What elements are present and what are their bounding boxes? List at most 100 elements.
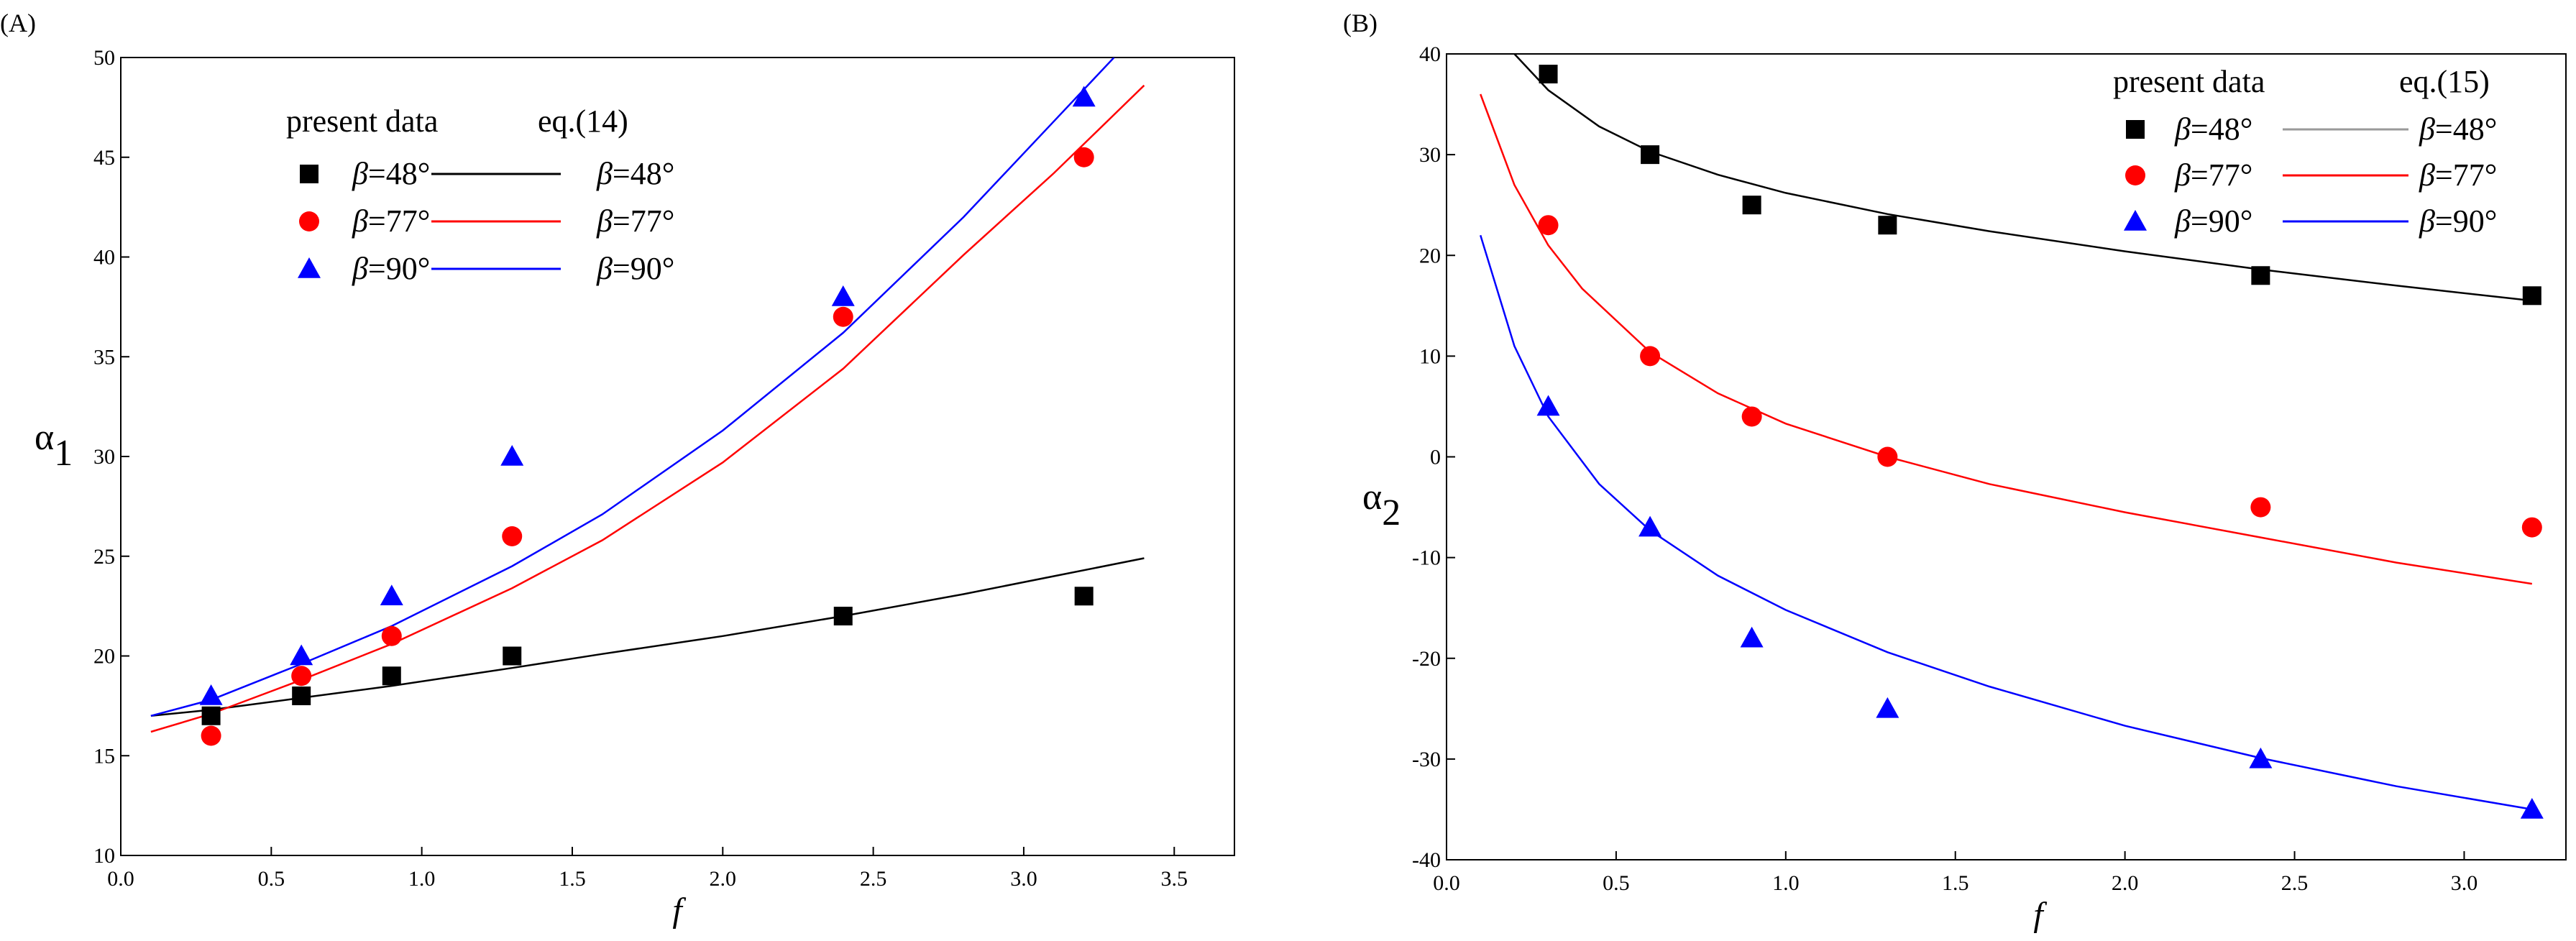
data-point-triangle [1536,395,1560,416]
data-point-square [2251,266,2270,285]
chart-b-panel-label: (B) [1343,9,1378,37]
data-point-square [503,646,522,666]
fit-curve-0 [150,557,1145,717]
chart-a-y-axis-subscript: 1 [54,433,73,474]
data-point-circle [1877,446,1898,467]
data-point-triangle [290,644,313,666]
data-point-square [1539,65,1558,84]
chart-b-y-tick-label: 0 [1430,446,1441,469]
chart-b-y-tick-label: 40 [1419,42,1441,66]
chart-a-plot-frame [120,57,1235,856]
chart-a-x-tick-labels: 0.0 0.5 1.0 1.5 2.0 2.5 3.0 3.5 [107,867,1188,891]
data-point-triangle [1740,626,1764,648]
data-point-circle [833,306,853,327]
chart-a-y-tick-labels: 10 15 20 25 30 35 40 45 50 [93,46,115,868]
chart-b-y-tick-label: -40 [1412,848,1441,872]
legend-marker-triangle [2124,210,2147,231]
chart-b-fit-curves [1480,54,2533,811]
chart-a: (A) 10 15 20 25 30 35 40 45 50 0.0 0.5 1… [0,9,1235,929]
chart-a-x-axis-label: f [672,891,686,929]
legend-marker-triangle [298,257,321,278]
fit-curve-1 [150,84,1145,733]
data-point-square [1878,216,1897,235]
data-point-circle [381,625,402,646]
chart-b-x-tick-label: 2.0 [2112,871,2139,895]
data-point-square [833,607,853,625]
chart-b-legend-label: β=90° [2174,203,2252,239]
data-point-circle [291,666,312,687]
data-point-circle [1741,406,1762,427]
chart-b-y-tick-label: -20 [1412,647,1441,671]
chart-a-legend-label: β=48° [596,156,674,191]
fit-curve-2 [150,58,1115,717]
chart-a-legend-label: β=90° [352,251,430,286]
chart-b-legend-label: β=48° [2419,111,2497,147]
data-point-triangle [1072,86,1096,107]
data-point-circle [2250,497,2271,518]
chart-a-y-tick-label: 45 [93,146,115,170]
chart-a-y-tick-label: 40 [93,246,115,270]
chart-a-legend: present data eq.(14) β=48° β=48° β=77° β… [286,104,674,286]
chart-b-x-tick-labels: 0.0 0.5 1.0 1.5 2.0 2.5 3.0 [1433,871,2478,895]
data-point-triangle [500,445,524,466]
chart-b-x-tick-label: 2.5 [2281,871,2309,895]
chart-a-x-tick-label: 3.5 [1161,867,1188,891]
chart-b-legend-col2-title: eq.(15) [2399,64,2490,99]
data-point-circle [1538,215,1559,236]
chart-a-y-axis-label: α1 [35,417,73,474]
chart-b-legend-label: β=77° [2419,157,2497,193]
data-point-circle [1073,147,1094,167]
chart-a-y-tick-label: 35 [93,345,115,369]
data-point-square [2522,286,2541,306]
chart-b-y-axis-label: α2 [1362,477,1401,533]
chart-a-x-tick-label: 1.5 [559,867,586,891]
data-point-triangle [2520,797,2544,819]
data-point-triangle [1638,515,1662,537]
chart-b-x-tick-label: 0.5 [1603,871,1630,895]
chart-a-x-tick-label: 0.0 [107,867,134,891]
chart-a-legend-col2-title: eq.(14) [538,104,628,139]
data-point-triangle [2249,747,2273,768]
chart-a-axis-ticks [120,57,1175,856]
chart-b-legend-label: β=77° [2174,157,2252,193]
legend-marker-circle [2125,165,2145,185]
chart-a-y-axis-symbol: α [35,417,54,458]
data-point-circle [201,725,221,746]
chart-a-fit-curves [150,58,1145,733]
chart-b-legend: present data eq.(15) β=48° β=48° β=77° β… [2113,64,2497,239]
data-point-square [1074,587,1094,606]
chart-b-y-axis-symbol: α [1362,477,1382,518]
data-point-circle [502,526,523,546]
chart-b-x-tick-label: 3.0 [2451,871,2478,895]
chart-a-y-tick-label: 50 [93,46,115,70]
chart-a-legend-label: β=77° [596,203,674,239]
data-point-square [201,706,221,725]
legend-marker-circle [299,211,319,231]
chart-a-x-tick-label: 3.0 [1010,867,1037,891]
data-point-circle [1640,346,1661,367]
chart-b-legend-label: β=48° [2174,111,2252,147]
chart-a-y-tick-label: 30 [93,445,115,469]
chart-b-data-points [1536,65,2544,819]
chart-a-x-tick-label: 2.0 [710,867,737,891]
chart-b-y-tick-label: 30 [1419,143,1441,167]
chart-a-y-tick-label: 15 [93,744,115,768]
fit-curve-1 [1480,93,2532,585]
chart-b-axis-ticks [1446,53,2465,860]
chart-a-legend-items: β=48° β=48° β=77° β=77° β=90° β=90° [298,156,674,286]
chart-b: (B) -40 -30 -20 -10 0 10 20 30 40 0.0 0.… [1343,9,2567,934]
chart-b-legend-col1-title: present data [2113,64,2265,99]
chart-a-legend-label: β=48° [352,156,430,191]
data-point-square [382,666,401,686]
data-point-triangle [199,684,223,705]
fit-curve-2 [1480,234,2533,811]
chart-b-x-tick-label: 1.0 [1772,871,1800,895]
chart-a-y-tick-label: 10 [93,844,115,868]
chart-a-data-points [199,86,1096,746]
chart-b-x-tick-label: 1.5 [1942,871,1969,895]
chart-a-x-tick-label: 2.5 [860,867,887,891]
chart-a-legend-label: β=77° [352,203,430,239]
chart-a-legend-label: β=90° [596,251,674,286]
chart-a-y-tick-label: 20 [93,645,115,669]
